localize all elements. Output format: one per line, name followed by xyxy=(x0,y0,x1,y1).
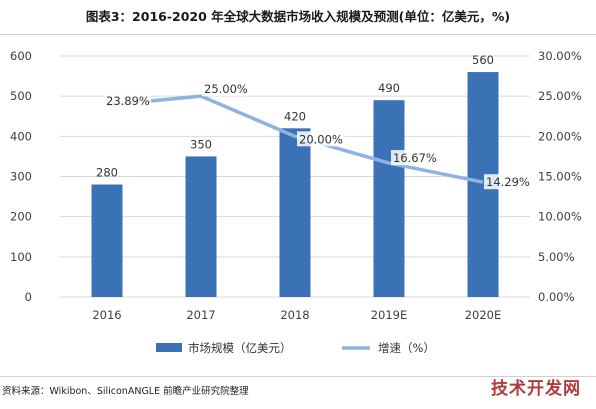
bar-data-label: 420 xyxy=(284,109,306,123)
x-tick-label: 2017 xyxy=(186,308,215,322)
bar xyxy=(374,100,405,297)
y-left-tick-label: 200 xyxy=(10,210,32,224)
line-data-label: 20.00% xyxy=(299,132,343,146)
bar-data-label: 350 xyxy=(190,137,212,151)
chart-svg: 0 100 200 300 400 500 600 0.00% 5.00% 10.00% 15.0… xyxy=(0,34,596,376)
y-left-tick-label: 400 xyxy=(10,129,32,143)
x-tick-label: 2019E xyxy=(371,308,408,322)
y-right-tick-label: 5.00% xyxy=(538,250,575,264)
x-axis: 2016 2017 2018 2019E 2020E xyxy=(92,308,501,322)
watermark-badge: 技术开发网 xyxy=(480,372,592,406)
legend-swatch-bar xyxy=(156,343,182,352)
y-right-tick-label: 0.00% xyxy=(538,290,575,304)
line-data-label: 23.89% xyxy=(106,94,150,108)
y-right-tick-label: 25.00% xyxy=(538,89,582,103)
bar-data-label: 490 xyxy=(378,81,400,95)
y-left-tick-label: 100 xyxy=(10,250,32,264)
y-left-tick-label: 500 xyxy=(10,89,32,103)
y-left-tick-label: 0 xyxy=(25,290,32,304)
line-data-label: 14.29% xyxy=(486,175,530,189)
line-data-label: 16.67% xyxy=(393,151,437,165)
right-axis: 0.00% 5.00% 10.00% 15.00% 20.00% 25.00% 30.00% xyxy=(538,49,582,304)
bar xyxy=(186,156,217,297)
y-right-tick-label: 15.00% xyxy=(538,170,582,184)
bar-data-label: 560 xyxy=(472,53,494,67)
y-right-tick-label: 20.00% xyxy=(538,129,582,143)
bar xyxy=(92,185,123,297)
left-axis: 0 100 200 300 400 500 600 xyxy=(10,49,32,304)
y-left-tick-label: 600 xyxy=(10,49,32,63)
y-right-tick-label: 10.00% xyxy=(538,210,582,224)
bar xyxy=(280,128,311,297)
x-tick-label: 2020E xyxy=(465,308,502,322)
legend-label-bar: 市场规模（亿美元） xyxy=(188,341,292,355)
line-series: 23.89% 25.00% 20.00% 16.67% 14.29% xyxy=(104,81,531,189)
y-right-tick-label: 30.00% xyxy=(538,49,582,63)
chart-title: 图表3：2016-2020 年全球大数据市场收入规模及预测(单位：亿美元，%) xyxy=(0,0,596,35)
legend: 市场规模（亿美元） 增速（%） xyxy=(156,341,435,355)
line-data-label: 25.00% xyxy=(204,82,248,96)
bar-series: 280 350 420 490 560 xyxy=(92,53,499,297)
x-tick-label: 2018 xyxy=(280,308,309,322)
legend-label-line: 增速（%） xyxy=(378,341,435,355)
x-tick-label: 2016 xyxy=(92,308,121,322)
bar-data-label: 280 xyxy=(96,166,118,180)
y-left-tick-label: 300 xyxy=(10,170,32,184)
